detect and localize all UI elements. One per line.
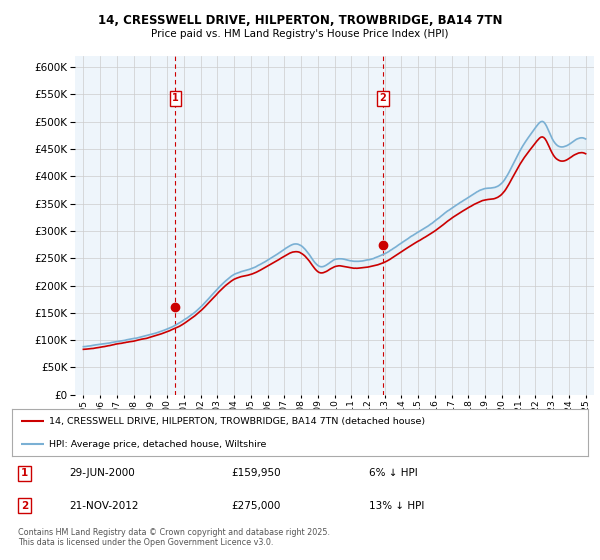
Text: Contains HM Land Registry data © Crown copyright and database right 2025.
This d: Contains HM Land Registry data © Crown c…: [18, 528, 330, 547]
Text: £275,000: £275,000: [231, 501, 280, 511]
Text: 14, CRESSWELL DRIVE, HILPERTON, TROWBRIDGE, BA14 7TN: 14, CRESSWELL DRIVE, HILPERTON, TROWBRID…: [98, 14, 502, 27]
Text: Price paid vs. HM Land Registry's House Price Index (HPI): Price paid vs. HM Land Registry's House …: [151, 29, 449, 39]
Text: 21-NOV-2012: 21-NOV-2012: [70, 501, 139, 511]
Text: 1: 1: [21, 468, 28, 478]
Text: 29-JUN-2000: 29-JUN-2000: [70, 468, 136, 478]
Text: £159,950: £159,950: [231, 468, 281, 478]
Text: 2: 2: [380, 94, 386, 104]
Text: 2: 2: [21, 501, 28, 511]
Text: 14, CRESSWELL DRIVE, HILPERTON, TROWBRIDGE, BA14 7TN (detached house): 14, CRESSWELL DRIVE, HILPERTON, TROWBRID…: [49, 417, 425, 426]
Text: 6% ↓ HPI: 6% ↓ HPI: [369, 468, 418, 478]
Text: HPI: Average price, detached house, Wiltshire: HPI: Average price, detached house, Wilt…: [49, 440, 267, 449]
Text: 1: 1: [172, 94, 179, 104]
Text: 13% ↓ HPI: 13% ↓ HPI: [369, 501, 424, 511]
